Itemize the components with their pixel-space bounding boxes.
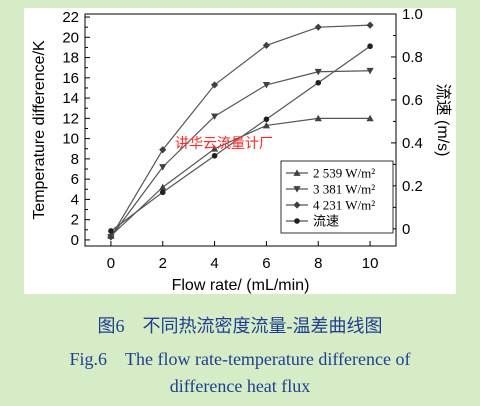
y-left-tick-label: 8	[71, 151, 79, 168]
data-point-0-3	[262, 121, 271, 129]
y-axis-left-title: Temperature difference/K	[31, 40, 48, 220]
x-tick-label: 10	[362, 255, 379, 272]
data-point-2-2	[210, 81, 219, 89]
legend-marker-2	[293, 201, 301, 209]
y-left-tick-label: 10	[62, 131, 79, 148]
data-point-3-1	[159, 189, 166, 196]
y-left-tick-label: 6	[71, 171, 79, 188]
y-left-tick-label: 22	[62, 9, 79, 26]
y-left-tick-label: 2	[71, 212, 79, 229]
x-tick-label: 8	[314, 255, 322, 272]
data-point-3-2	[211, 152, 218, 159]
data-point-2-0	[107, 233, 115, 241]
x-tick-label: 2	[159, 255, 167, 272]
x-tick-label: 0	[107, 255, 115, 272]
x-axis-title: Flow rate/ (mL/min)	[172, 277, 310, 294]
legend-marker-0	[293, 169, 301, 176]
chart: 0 2 4 6 8 10 0 2 4 6 8 10 12 14 16 18 20 22 0 0.2 0.4 0.6 0.8 1…	[31, 8, 452, 294]
data-point-1-1	[159, 164, 167, 171]
data-point-0-4	[314, 114, 322, 122]
data-point-1-3	[262, 82, 271, 89]
data-point-3-4	[315, 79, 322, 86]
data-point-2-5	[366, 21, 374, 29]
data-point-3-0	[108, 228, 114, 234]
y-right-tick-label: 0.8	[402, 49, 423, 66]
x-tick-label: 6	[262, 255, 270, 272]
series-line-3	[110, 45, 371, 232]
ticks-layer: 0 2 4 6 8 10 0 2 4 6 8 10 12 14 16 18 20 22 0 0.2 0.4 0.6 0.8 1…	[62, 8, 423, 272]
data-point-1-2	[210, 113, 219, 120]
data-point-2-1	[159, 146, 167, 154]
series-line-2	[110, 24, 371, 238]
y-right-tick-label: 0	[402, 221, 410, 238]
data-point-1-4	[314, 68, 322, 76]
data-point-1-5	[366, 67, 374, 75]
x-tick-label: 4	[210, 255, 218, 272]
legend-marker-1	[293, 186, 301, 193]
data-point-0-1	[159, 183, 167, 191]
y-axis-right-title: 流速 (m/s)	[434, 84, 452, 157]
y-left-tick-label: 16	[62, 70, 79, 87]
data-point-3-3	[263, 116, 270, 123]
y-right-tick-label: 1.0	[402, 8, 423, 23]
series-line-1	[110, 70, 371, 238]
y-left-tick-label: 18	[62, 50, 79, 67]
y-left-tick-label: 4	[71, 191, 79, 208]
data-point-0-5	[366, 114, 374, 122]
watermark-text: 讲华云流量计厂	[175, 136, 273, 152]
y-right-tick-label: 0.4	[402, 135, 423, 152]
figure-caption-chinese: 图6 不同热流密度流量-温差曲线图	[97, 316, 383, 336]
figure-caption-english-line-1: Fig.6 The flow rate-temperature differen…	[69, 349, 411, 369]
legend-label-2: 4 231 W/m²	[313, 198, 375, 213]
plot-panel: 0 2 4 6 8 10 0 2 4 6 8 10 12 14 16 18 20 22 0 0.2 0.4 0.6 0.8 1…	[24, 8, 456, 294]
series-layer	[107, 21, 374, 241]
y-right-tick-label: 0.2	[402, 178, 423, 195]
data-point-0-2	[210, 145, 219, 152]
legend-label-1: 3 381 W/m²	[313, 182, 375, 197]
y-left-tick-label: 0	[71, 232, 79, 249]
y-left-tick-label: 12	[62, 110, 79, 127]
y-left-tick-label: 20	[62, 29, 79, 46]
legend-label-0: 2 539 W/m²	[313, 166, 375, 181]
figure-caption-english-line-2: difference heat flux	[169, 376, 311, 396]
y-left-tick-label: 14	[62, 90, 79, 107]
data-point-2-4	[314, 23, 322, 31]
legend-marker-3	[294, 218, 300, 224]
legend-label-3: 流速	[313, 214, 339, 229]
data-point-3-5	[367, 43, 373, 50]
y-right-tick-label: 0.6	[402, 92, 423, 109]
plot-frame	[84, 13, 397, 247]
